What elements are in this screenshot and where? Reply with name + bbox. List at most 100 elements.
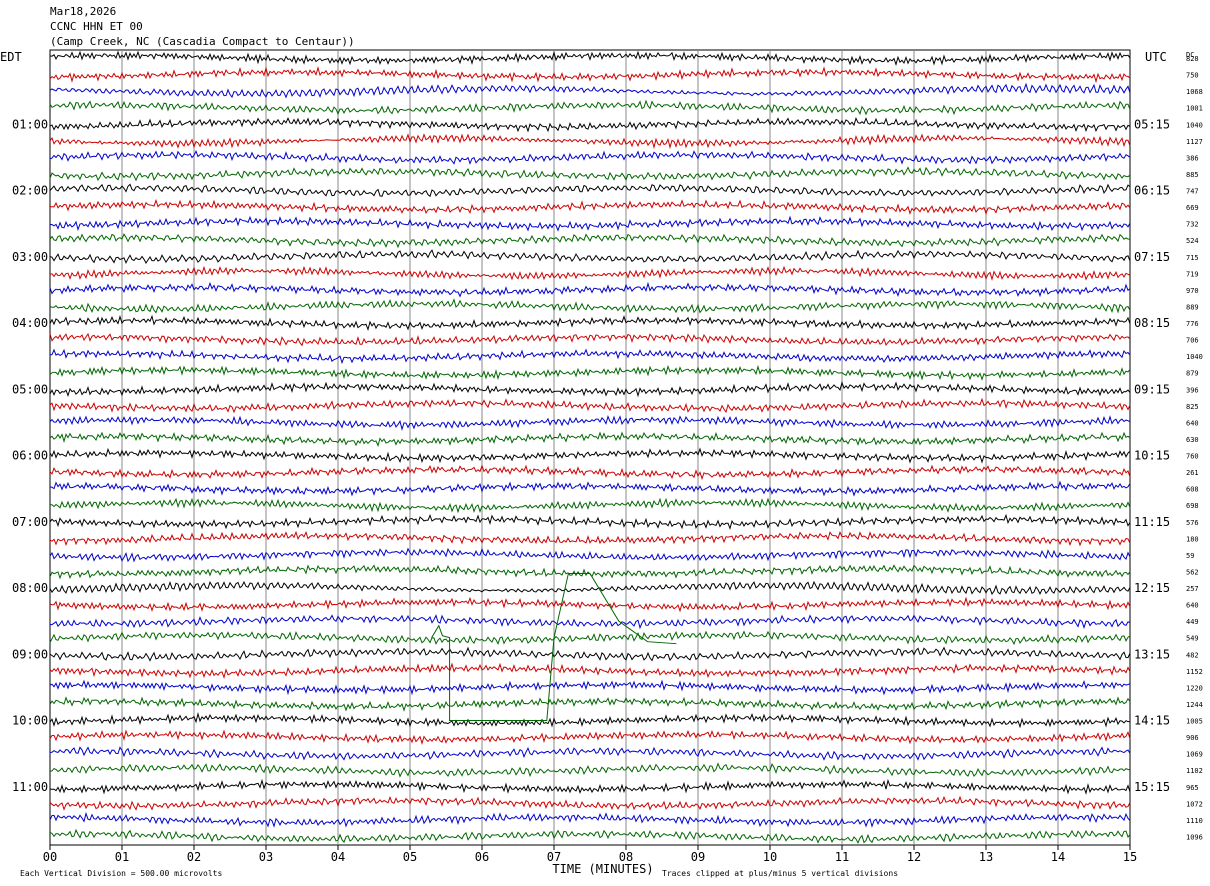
chart-title: CCNC HHN ET 00 (50, 20, 143, 33)
x-tick-label: 11 (835, 850, 849, 864)
seismic-trace (49, 348, 1131, 365)
dc-offset-label: 825 (1186, 403, 1199, 411)
seismic-trace (49, 397, 1131, 414)
left-hour-label: 03:00 (12, 250, 48, 264)
x-tick-label: 00 (43, 850, 57, 864)
dc-offset-label: 965 (1186, 784, 1199, 792)
dc-offset-label: 1005 (1186, 718, 1203, 726)
x-tick-label: 06 (475, 850, 489, 864)
dc-offset-label: 760 (1186, 453, 1199, 461)
seismic-trace (49, 696, 1131, 712)
right-hour-label: 08:15 (1134, 316, 1170, 330)
dc-offset-label: 828 (1186, 55, 1199, 63)
dc-offset-label: 482 (1186, 651, 1199, 659)
x-tick-label: 07 (547, 850, 561, 864)
dc-offset-label: 1069 (1186, 751, 1203, 759)
dc-offset-label: 59 (1186, 552, 1194, 560)
x-tick-label: 03 (259, 850, 273, 864)
seismic-trace (49, 778, 1131, 795)
seismic-trace (49, 464, 1131, 481)
left-hour-label: 02:00 (12, 184, 48, 198)
x-tick-label: 08 (619, 850, 633, 864)
seismic-trace (49, 811, 1131, 828)
seismic-trace (49, 332, 1131, 347)
x-tick-label: 02 (187, 850, 201, 864)
seismic-trace (49, 414, 1131, 432)
left-hour-label: 07:00 (12, 515, 48, 529)
dc-offset-label: 698 (1186, 502, 1199, 510)
dc-offset-label: 1068 (1186, 88, 1203, 96)
right-hour-label: 11:15 (1134, 515, 1170, 529)
x-tick-label: 13 (979, 850, 993, 864)
right-hour-label: 10:15 (1134, 449, 1170, 463)
left-hour-label: 08:00 (12, 581, 48, 595)
dc-offset-label: 1040 (1186, 353, 1203, 361)
seismic-trace (49, 265, 1131, 282)
right-hour-label: 07:15 (1134, 250, 1170, 264)
dc-offset-label: 1127 (1186, 138, 1203, 146)
seismic-trace (49, 547, 1131, 563)
left-hour-label: 06:00 (12, 449, 48, 463)
seismic-trace (49, 50, 1131, 67)
dc-offset-label: 576 (1186, 519, 1199, 527)
dc-offset-label: 889 (1186, 303, 1199, 311)
x-axis-label: TIME (MINUTES) (552, 862, 653, 876)
dc-offset-label: 669 (1186, 204, 1199, 212)
dc-offset-label: 750 (1186, 72, 1199, 80)
seismic-trace (49, 530, 1131, 547)
clip-note: Traces clipped at plus/minus 5 vertical … (662, 869, 898, 878)
x-tick-label: 09 (691, 850, 705, 864)
right-hour-label: 13:15 (1134, 647, 1170, 661)
seismic-trace (49, 380, 1131, 398)
x-tick-label: 10 (763, 850, 777, 864)
dc-offset-label: 715 (1186, 254, 1199, 262)
right-hour-label: 09:15 (1134, 382, 1170, 396)
x-tick-label: 04 (331, 850, 345, 864)
dc-offset-label: 706 (1186, 337, 1199, 345)
seismic-trace (49, 99, 1131, 116)
seismic-trace (49, 679, 1131, 696)
seismic-trace (49, 580, 1131, 596)
dc-offset-label: 640 (1186, 602, 1199, 610)
right-hour-label: 12:15 (1134, 581, 1170, 595)
chart-date: Mar18,2026 (50, 5, 117, 18)
dc-offset-label: 630 (1186, 436, 1199, 444)
right-axis-label: UTC (1145, 50, 1167, 64)
dc-offset-label: 719 (1186, 270, 1199, 278)
dc-offset-label: 1152 (1186, 668, 1203, 676)
dc-offset-label: 1096 (1186, 833, 1203, 841)
left-hour-label: 10:00 (12, 714, 48, 728)
dc-offset-label: 879 (1186, 370, 1199, 378)
seismic-trace (49, 447, 1131, 464)
seismic-trace (49, 183, 1131, 198)
seismic-trace (49, 746, 1131, 761)
seismic-trace (49, 298, 1131, 314)
x-tick-label: 14 (1051, 850, 1065, 864)
seismic-trace (49, 117, 1131, 133)
seismic-trace (49, 513, 1131, 530)
dc-offset-label: 562 (1186, 568, 1199, 576)
dc-offset-label: 747 (1186, 188, 1199, 196)
seismic-trace (49, 795, 1131, 811)
seismic-trace (49, 828, 1131, 844)
seismic-trace (49, 564, 1131, 580)
seismic-trace (49, 662, 1131, 680)
seismic-trace (49, 82, 1131, 99)
left-hour-label: 11:00 (12, 780, 48, 794)
dc-offset-label: 776 (1186, 320, 1199, 328)
dc-offset-label: 449 (1186, 618, 1199, 626)
seismic-trace (49, 364, 1131, 381)
seismic-trace (49, 431, 1131, 447)
right-hour-label: 05:15 (1134, 117, 1170, 131)
dc-offset-label: 732 (1186, 221, 1199, 229)
dc-offset-label: 1110 (1186, 817, 1203, 825)
dc-offset-label: 524 (1186, 237, 1199, 245)
dc-offset-label: 1220 (1186, 684, 1203, 692)
right-hour-label: 15:15 (1134, 780, 1170, 794)
x-tick-label: 01 (115, 850, 129, 864)
seismic-trace (50, 497, 1131, 514)
dc-offset-label: 1244 (1186, 701, 1203, 709)
dc-offset-label: 1001 (1186, 105, 1203, 113)
